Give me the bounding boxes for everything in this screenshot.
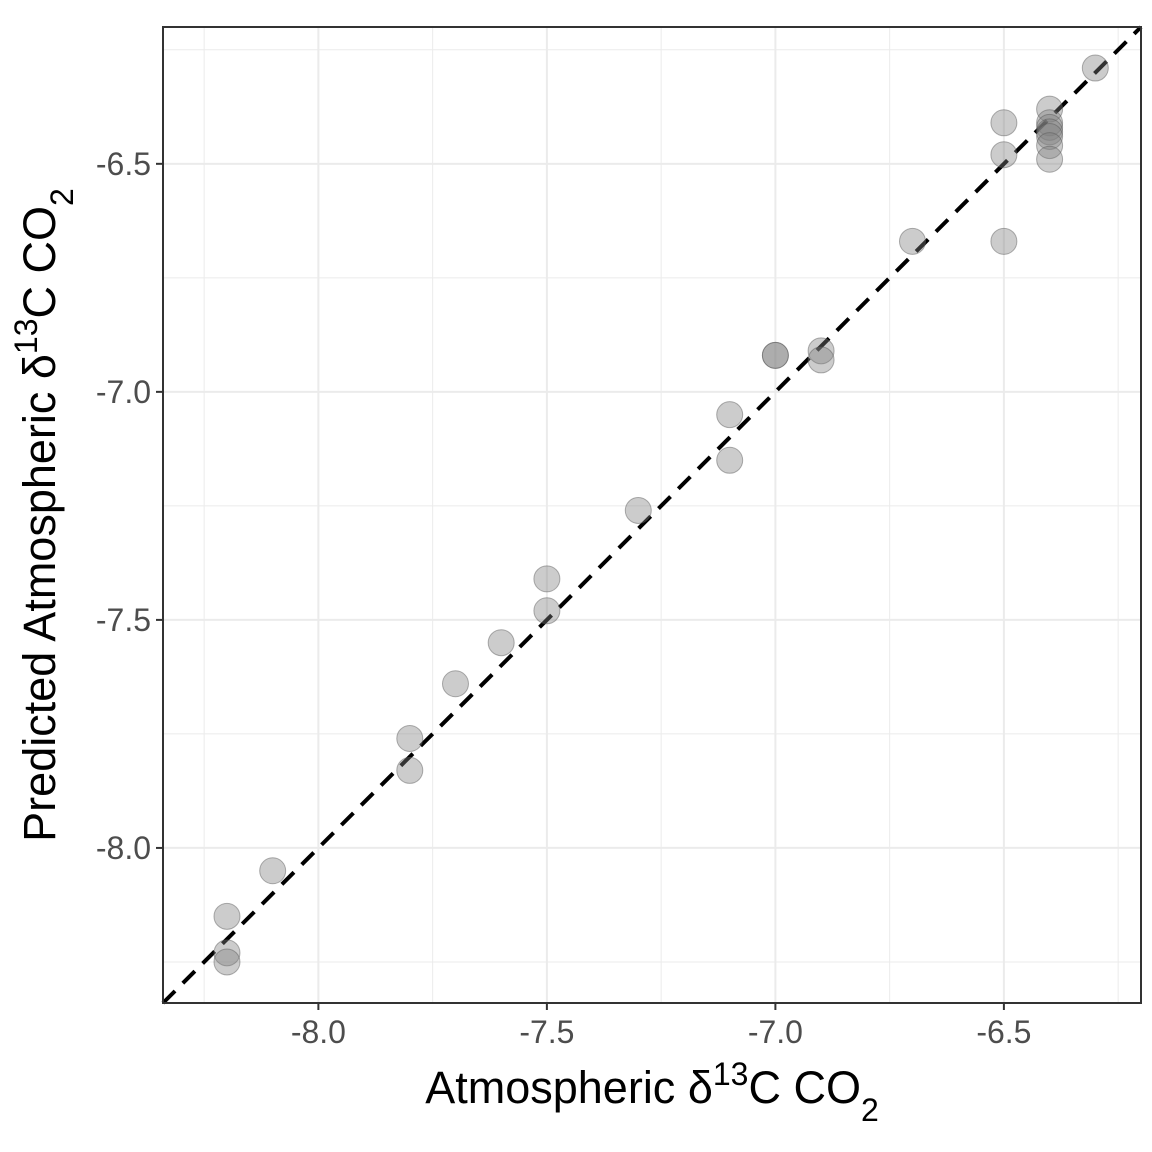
x-tick-label: -7.0	[748, 1014, 803, 1050]
data-point	[716, 401, 744, 429]
data-point	[1081, 54, 1109, 82]
data-point	[213, 939, 241, 967]
x-tick-label: -8.0	[291, 1014, 346, 1050]
data-point	[716, 446, 744, 474]
data-point	[213, 902, 241, 930]
minor-gridlines	[163, 27, 1141, 1003]
data-point	[1036, 113, 1064, 141]
data-point	[1036, 132, 1064, 160]
data-point	[761, 341, 789, 369]
identity-reference-line	[161, 25, 1143, 1005]
data-point	[533, 597, 561, 625]
data-point	[807, 337, 835, 365]
x-axis-title: Atmospheric δ13C CO2	[425, 1056, 879, 1128]
y-tick-label: -6.5	[96, 146, 151, 182]
data-point	[990, 227, 1018, 255]
plot-panel-border	[162, 26, 1142, 1004]
data-point	[213, 948, 241, 976]
data-point	[396, 724, 424, 752]
data-point	[1036, 109, 1064, 137]
major-gridlines	[163, 27, 1141, 1003]
y-axis-title: Predicted Atmospheric δ13C CO2	[8, 188, 80, 842]
data-point	[533, 565, 561, 593]
data-point	[487, 629, 515, 657]
data-point	[807, 346, 835, 374]
data-point	[1036, 95, 1064, 123]
data-points	[213, 54, 1109, 976]
data-point	[898, 227, 926, 255]
x-axis-ticks: -8.0 -7.5 -7.0 -6.5	[291, 1003, 1031, 1050]
data-point	[990, 109, 1018, 137]
data-point	[624, 496, 652, 524]
x-tick-label: -7.5	[519, 1014, 574, 1050]
data-point	[1036, 145, 1064, 173]
y-tick-label: -7.0	[96, 374, 151, 410]
y-tick-label: -8.0	[96, 830, 151, 866]
data-point	[990, 141, 1018, 169]
data-point	[1036, 122, 1064, 150]
data-point	[1036, 118, 1064, 146]
x-tick-label: -6.5	[976, 1014, 1031, 1050]
data-point	[441, 670, 469, 698]
y-axis-ticks: -8.0 -7.5 -7.0 -6.5	[96, 146, 163, 866]
data-point	[761, 341, 789, 369]
data-point	[259, 857, 287, 885]
y-tick-label: -7.5	[96, 602, 151, 638]
data-point	[396, 756, 424, 784]
